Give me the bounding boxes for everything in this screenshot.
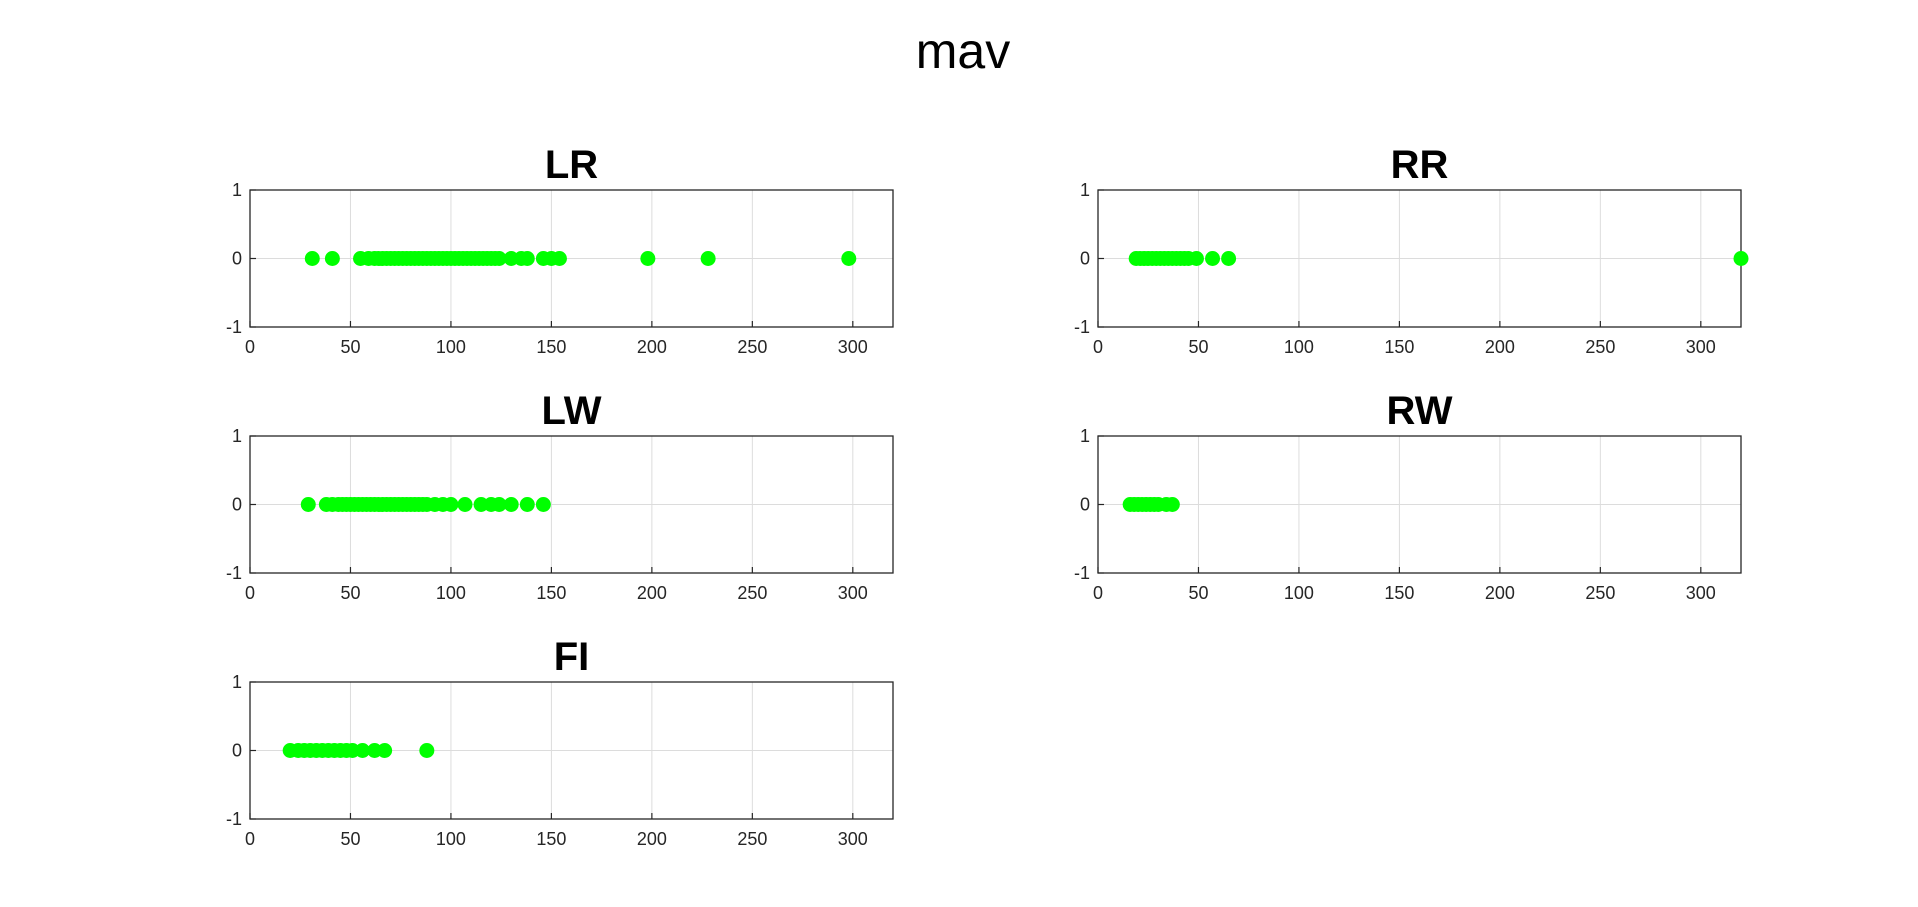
y-tick-label: -1	[1074, 563, 1090, 583]
y-tick-label: 1	[1080, 180, 1090, 200]
x-tick-label: 100	[1284, 337, 1314, 357]
x-tick-label: 0	[245, 829, 255, 849]
x-tick-label: 250	[737, 337, 767, 357]
y-tick-label: 0	[232, 495, 242, 515]
x-tick-label: 100	[436, 829, 466, 849]
data-point	[457, 497, 473, 512]
x-tick-label: 0	[245, 337, 255, 357]
axes-frame	[249, 681, 894, 820]
x-tick-label: 150	[1384, 583, 1414, 603]
data-point	[1221, 251, 1237, 266]
y-tick-label: 1	[232, 426, 242, 446]
x-tick-label: 200	[637, 829, 667, 849]
x-tick-label: 250	[737, 829, 767, 849]
axes-frame	[249, 435, 894, 574]
x-tick-label: 0	[1093, 337, 1103, 357]
y-tick-label: -1	[1074, 317, 1090, 337]
subplot-title: RW	[1387, 389, 1453, 433]
axes-frame	[1097, 435, 1742, 574]
data-point	[519, 497, 535, 512]
subplot-title: RR	[1391, 143, 1449, 187]
x-tick-label: 200	[1485, 337, 1515, 357]
data-point	[304, 251, 320, 266]
data-point	[551, 251, 567, 266]
data-point	[419, 743, 435, 758]
x-tick-label: 250	[1585, 583, 1615, 603]
x-tick-label: 0	[1093, 583, 1103, 603]
data-point	[377, 743, 393, 758]
y-tick-label: 0	[232, 741, 242, 761]
data-point	[443, 497, 459, 512]
data-point	[355, 743, 371, 758]
y-tick-label: -1	[226, 563, 242, 583]
data-point	[519, 251, 535, 266]
data-point	[1205, 251, 1221, 266]
x-tick-label: 50	[340, 583, 360, 603]
subplot-title: LR	[545, 143, 598, 187]
subplot-title: FI	[554, 635, 590, 679]
y-tick-label: 0	[1080, 495, 1090, 515]
data-point	[1733, 251, 1749, 266]
x-tick-label: 50	[1188, 583, 1208, 603]
data-point	[1188, 251, 1204, 266]
y-tick-label: 1	[232, 180, 242, 200]
x-tick-label: 100	[1284, 583, 1314, 603]
y-tick-label: 1	[1080, 426, 1090, 446]
data-point	[324, 251, 340, 266]
x-tick-label: 250	[1585, 337, 1615, 357]
x-tick-label: 200	[637, 337, 667, 357]
y-tick-label: 1	[232, 672, 242, 692]
x-tick-label: 50	[340, 829, 360, 849]
x-tick-label: 150	[536, 829, 566, 849]
x-tick-label: 100	[436, 583, 466, 603]
data-point	[700, 251, 716, 266]
data-point	[841, 251, 857, 266]
x-tick-label: 300	[838, 583, 868, 603]
x-tick-label: 150	[536, 337, 566, 357]
x-tick-label: 250	[737, 583, 767, 603]
x-tick-label: 50	[1188, 337, 1208, 357]
data-point	[503, 497, 519, 512]
x-tick-label: 300	[1686, 337, 1716, 357]
x-tick-label: 0	[245, 583, 255, 603]
x-tick-label: 300	[838, 337, 868, 357]
y-tick-label: 0	[1080, 249, 1090, 269]
x-tick-label: 100	[436, 337, 466, 357]
x-tick-label: 300	[1686, 583, 1716, 603]
subplot-title: LW	[542, 389, 602, 433]
figure-title: mav	[916, 23, 1010, 79]
x-tick-label: 150	[1384, 337, 1414, 357]
data-point	[300, 497, 316, 512]
axes-frame	[249, 189, 894, 328]
x-tick-label: 200	[637, 583, 667, 603]
data-point	[640, 251, 656, 266]
data-point	[535, 497, 551, 512]
data-point	[491, 251, 507, 266]
data-point	[1164, 497, 1180, 512]
y-tick-label: -1	[226, 809, 242, 829]
y-tick-label: -1	[226, 317, 242, 337]
x-tick-label: 50	[340, 337, 360, 357]
x-tick-label: 200	[1485, 583, 1515, 603]
y-tick-label: 0	[232, 249, 242, 269]
data-point	[491, 497, 507, 512]
x-tick-label: 150	[536, 583, 566, 603]
x-tick-label: 300	[838, 829, 868, 849]
